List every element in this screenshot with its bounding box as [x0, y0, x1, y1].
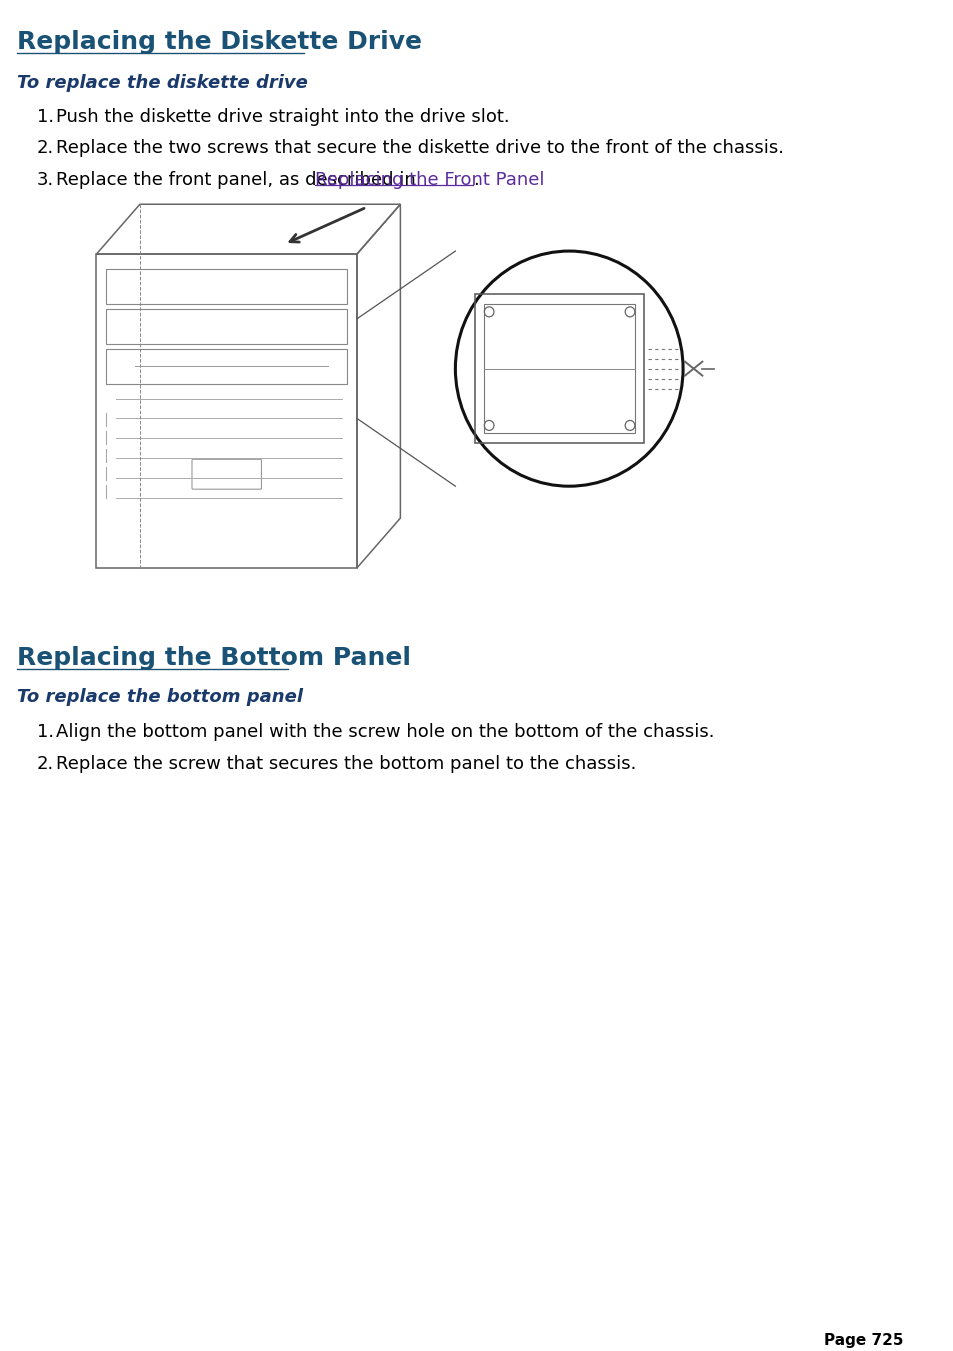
Text: Replace the screw that secures the bottom panel to the chassis.: Replace the screw that secures the botto… — [56, 755, 636, 773]
Text: Replace the front panel, as described in: Replace the front panel, as described in — [56, 172, 421, 189]
Text: Push the diskette drive straight into the drive slot.: Push the diskette drive straight into th… — [56, 108, 509, 126]
Text: 1.: 1. — [36, 108, 53, 126]
Text: 1.: 1. — [36, 723, 53, 742]
Text: Replacing the Front Panel: Replacing the Front Panel — [314, 172, 544, 189]
Text: Replace the two screws that secure the diskette drive to the front of the chassi: Replace the two screws that secure the d… — [56, 139, 783, 158]
Text: Page 725: Page 725 — [822, 1333, 902, 1348]
Text: Replacing the Bottom Panel: Replacing the Bottom Panel — [17, 646, 411, 670]
Text: To replace the bottom panel: To replace the bottom panel — [17, 689, 303, 707]
Text: 2.: 2. — [36, 755, 54, 773]
Text: Replacing the Diskette Drive: Replacing the Diskette Drive — [17, 30, 422, 54]
Text: To replace the diskette drive: To replace the diskette drive — [17, 74, 308, 92]
Text: 2.: 2. — [36, 139, 54, 158]
Text: .: . — [473, 172, 478, 189]
Text: 3.: 3. — [36, 172, 54, 189]
Text: Align the bottom panel with the screw hole on the bottom of the chassis.: Align the bottom panel with the screw ho… — [56, 723, 714, 742]
